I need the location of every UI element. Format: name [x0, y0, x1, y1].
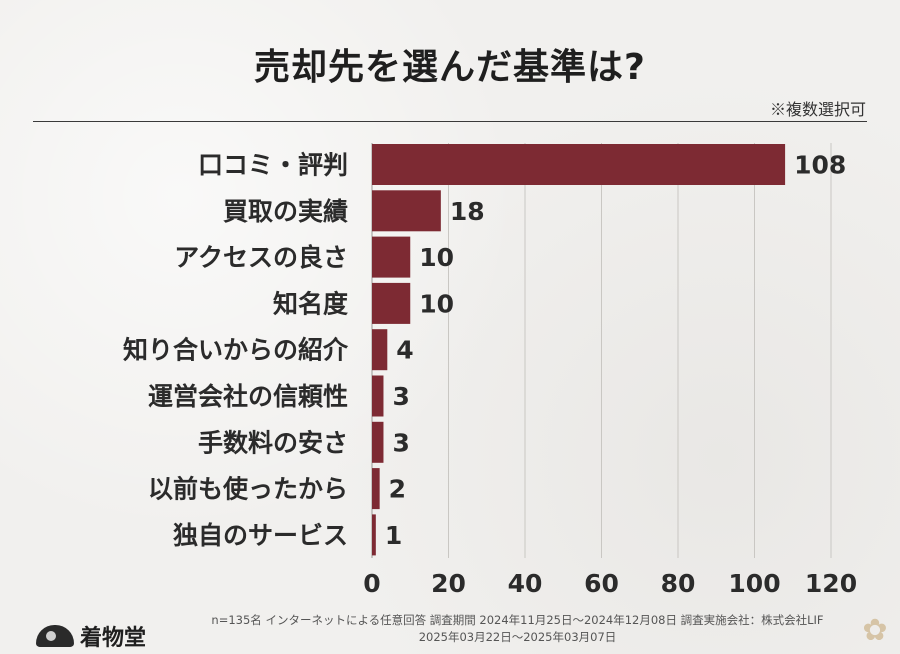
x-tick-label: 120	[805, 569, 857, 598]
category-label: 以前も使ったから	[148, 475, 348, 504]
value-label: 18	[450, 197, 485, 226]
bar	[372, 144, 786, 185]
title-divider	[33, 121, 867, 122]
bar	[372, 236, 411, 278]
bar	[372, 282, 411, 324]
bar	[372, 421, 384, 463]
value-label: 3	[392, 382, 409, 411]
bar	[372, 514, 376, 556]
bar	[372, 190, 441, 232]
value-label: 10	[419, 289, 454, 318]
fan-icon	[36, 625, 74, 647]
value-label: 10	[419, 243, 454, 272]
category-label: 口コミ・評判	[198, 151, 348, 180]
x-tick-label: 20	[431, 569, 466, 598]
x-tick-label: 60	[584, 569, 619, 598]
category-label: 買取の実績	[223, 197, 348, 226]
bar	[372, 375, 384, 417]
category-label: アクセスの良さ	[174, 243, 348, 272]
brand-logo: 着物堂	[36, 620, 146, 652]
value-label: 1	[385, 521, 402, 550]
value-label: 108	[794, 151, 846, 180]
category-label: 運営会社の信頼性	[148, 382, 348, 411]
bar	[372, 468, 380, 510]
x-tick-label: 100	[728, 569, 780, 598]
value-label: 2	[389, 475, 406, 504]
x-tick-label: 80	[661, 569, 696, 598]
x-tick-label: 0	[363, 569, 380, 598]
category-label: 独自のサービス	[173, 521, 348, 550]
value-label: 3	[392, 428, 409, 457]
x-tick-label: 40	[508, 569, 543, 598]
value-label: 4	[396, 336, 413, 365]
multiple-choice-note: ※複数選択可	[769, 100, 866, 119]
chart-title: 売却先を選んだ基準は?	[254, 47, 646, 88]
category-label: 手数料の安さ	[198, 428, 348, 457]
brand-name: 着物堂	[80, 625, 147, 651]
bar	[372, 329, 388, 371]
survey-footer: n=135名 インターネットによる任意回答 調査期間 2024年11月25日〜2…	[175, 612, 860, 646]
survey-info: n=135名 インターネットによる任意回答 調査期間 2024年11月25日〜2…	[211, 613, 824, 627]
category-label: 知り合いからの紹介	[123, 336, 349, 365]
category-label: 知名度	[273, 289, 348, 318]
flower-icon: ✿	[862, 613, 888, 648]
survey-period: 2025年03月22日〜2025年03月07日	[418, 630, 617, 644]
